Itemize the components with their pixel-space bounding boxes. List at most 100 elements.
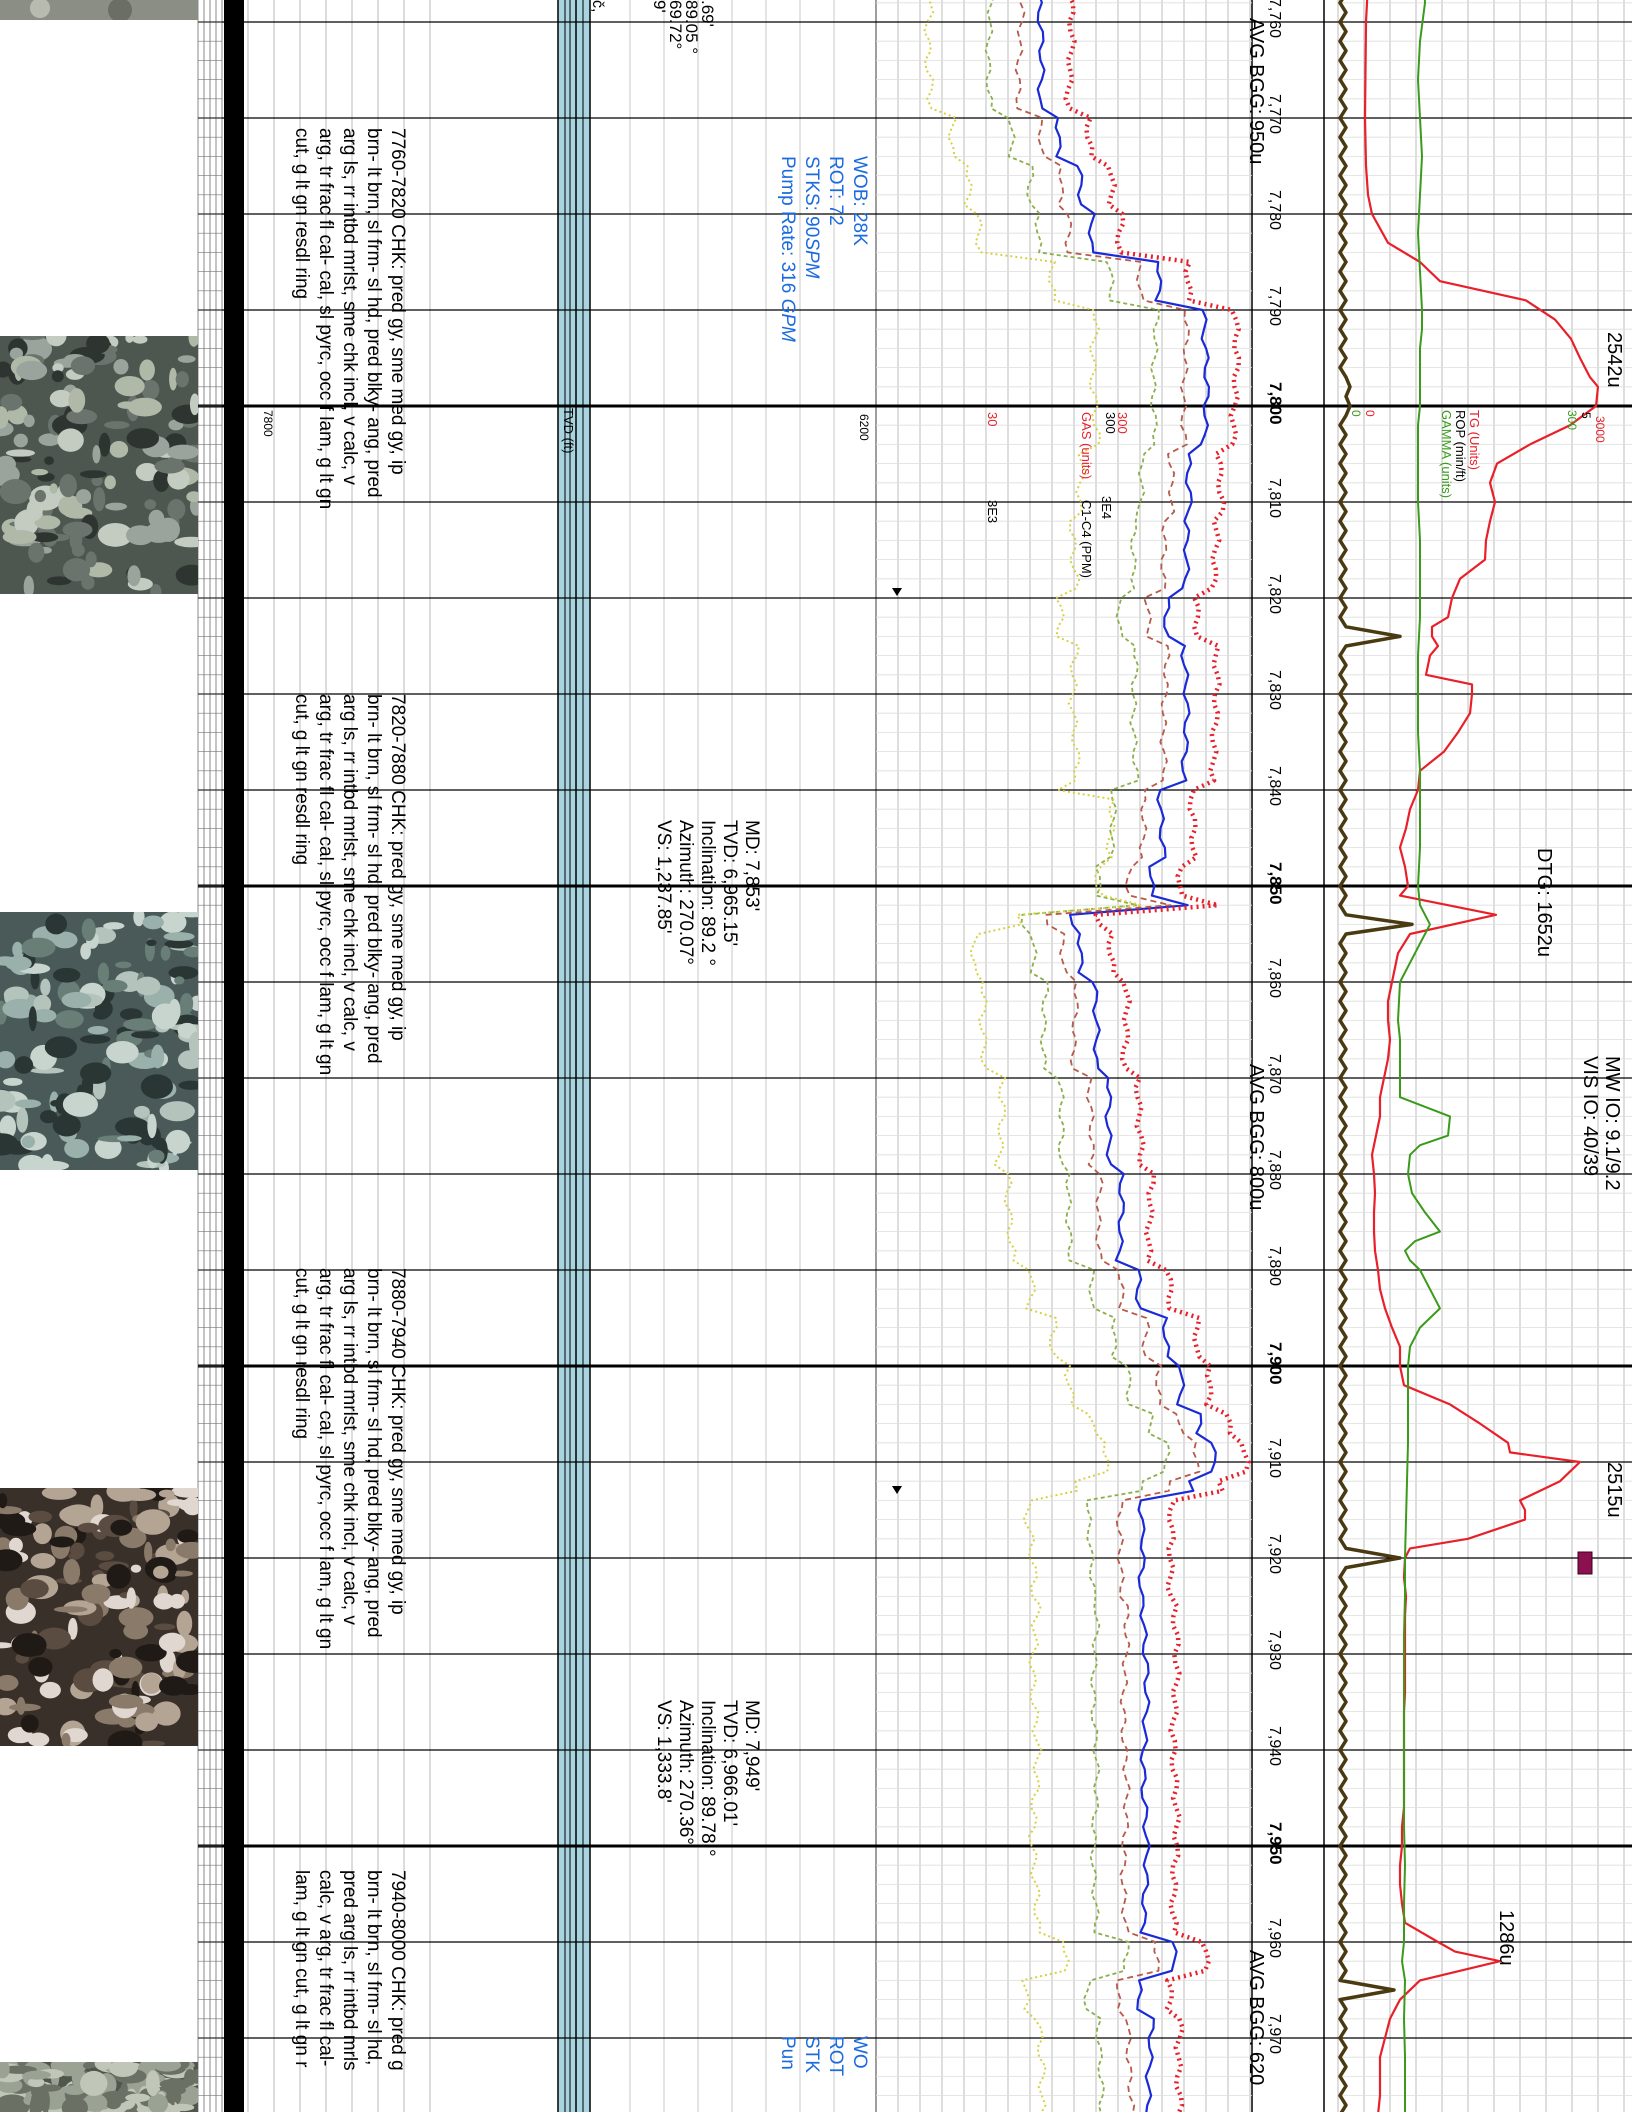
rock-chip: [125, 525, 155, 546]
rock-chip: [188, 1031, 198, 1057]
rock-chip: [41, 1488, 77, 1500]
rock-chip: [134, 976, 161, 996]
rock-chip: [168, 966, 198, 980]
rock-chip: [178, 1080, 198, 1090]
rock-chip: [188, 336, 198, 347]
rock-chip: [105, 502, 127, 511]
rock-chip: [153, 469, 170, 492]
survey-label: VS: 1,333.8': [653, 1700, 674, 1803]
depth-tick-label: 7,970: [1266, 2014, 1283, 2054]
peak-label-2542: 2542u: [1603, 332, 1625, 388]
rock-chip: [109, 441, 129, 458]
rock-chip: [0, 2062, 10, 2079]
rock-chip: [97, 962, 110, 985]
marker-triangle: [892, 1486, 902, 1494]
rock-chip: [140, 1672, 162, 1694]
survey-label: Inclination: 89.78 °: [697, 1700, 718, 1857]
rock-chip: [21, 937, 56, 958]
rock-chip: [69, 529, 83, 551]
rock-chip: [31, 2086, 48, 2112]
wob-label: WOB: 28K: [849, 156, 870, 246]
rock-chip: [123, 1622, 149, 1640]
avg-bgg-label: AVG BGG: 950u: [1245, 18, 1267, 164]
rock-chip: [100, 2090, 128, 2105]
rock-chip: [30, 1553, 56, 1569]
depth-tick-label: 7,770: [1266, 94, 1283, 134]
pump-rate-label: Pump Rate: 316 GPM: [777, 156, 798, 342]
rock-chip: [0, 1133, 19, 1156]
rock-chip: [139, 1740, 166, 1746]
rock-chip: [152, 1701, 181, 1726]
rock-chip: [52, 1114, 81, 1137]
rock-chip: [63, 1558, 81, 1585]
rock-chip: [87, 1026, 109, 1035]
track-black-bar: [224, 0, 244, 2112]
depth-tick-label: 7,840: [1266, 766, 1283, 806]
rock-chip: [62, 558, 91, 582]
depth-tick-label: 7,950: [1266, 1822, 1285, 1865]
rock-chip: [133, 912, 145, 927]
survey-partial-label: 89.05 °: [682, 0, 701, 54]
rock-chip: [27, 2077, 45, 2088]
stks-unit: SPM: [801, 237, 822, 278]
depth-tick-label: 7,870: [1266, 1054, 1283, 1094]
gas-legend-label: GAS (units): [1079, 412, 1094, 479]
rock-chip: [53, 1606, 88, 1613]
rock-chip: [30, 532, 59, 543]
rock-chip: [82, 2062, 94, 2069]
rock-chip: [12, 941, 23, 958]
rock-chip: [129, 1497, 138, 1518]
rock-chip: [126, 1587, 136, 1609]
rock-chip: [166, 444, 198, 460]
cuttings-photo: [0, 912, 198, 1170]
rock-chip: [113, 358, 129, 375]
rock-chip: [135, 1644, 167, 1662]
pump-unit: GPM: [777, 299, 798, 342]
rock-chip: [153, 1593, 175, 1610]
lithology-description-line: arg ls, rr intbd mrlst, sme chk incl, v …: [339, 128, 360, 485]
rock-chip: [38, 2084, 62, 2092]
rock-chip: [52, 931, 78, 949]
gamma-curve: [1397, 0, 1451, 2117]
rock-chip: [61, 2096, 88, 2112]
rock-chip: [28, 1657, 53, 1677]
survey-label: Inclination: 89.2 °: [697, 820, 718, 966]
rock-chip: [169, 367, 178, 391]
rock-chip: [142, 915, 164, 930]
stks-label: STKS: 90SPM: [801, 156, 822, 279]
gas-scale: 300: [1115, 412, 1130, 434]
survey-partial-label: 69.72°: [666, 0, 685, 49]
rock-chip: [0, 406, 9, 429]
rot-label: ROT: 72: [825, 156, 846, 226]
rock-chip: [178, 1499, 198, 1512]
rock-chip: [39, 1681, 61, 1699]
depth-tick-label: 7,790: [1266, 286, 1283, 326]
rock-chip: [146, 939, 157, 947]
rock-chip: [70, 356, 96, 376]
rock-chip: [81, 1583, 111, 1604]
rock-chip: [61, 1732, 71, 1746]
survey-label: Azimuth: 270.07°: [675, 820, 696, 965]
cuttings-photo-image: [0, 2062, 198, 2112]
rock-chip: [26, 498, 43, 521]
rock-chip: [139, 359, 155, 381]
rock-chip: [159, 2078, 191, 2090]
rock-chip: [0, 455, 16, 473]
legend-rop-label: ROP (min/ft): [1453, 410, 1468, 482]
rock-chip: [98, 432, 111, 457]
rock-chip: [174, 536, 198, 548]
rock-chip: [85, 551, 97, 568]
rock-chip: [0, 479, 32, 505]
rock-chip: [90, 1494, 104, 1519]
rock-chip: [183, 946, 198, 958]
rock-chip: [93, 487, 106, 512]
rock-chip: [61, 991, 92, 1009]
lithology-description-line: lam, g lt gn cut, g lt gn r: [291, 1870, 312, 2068]
rock-chip: [0, 1549, 23, 1572]
rock-chip: [2, 998, 38, 1019]
rock-chip: [23, 575, 35, 594]
curve-layer: [892, 0, 1600, 2117]
rock-chip: [145, 2070, 160, 2097]
rock-chip: [0, 361, 12, 378]
rock-chip: [130, 1564, 142, 1573]
